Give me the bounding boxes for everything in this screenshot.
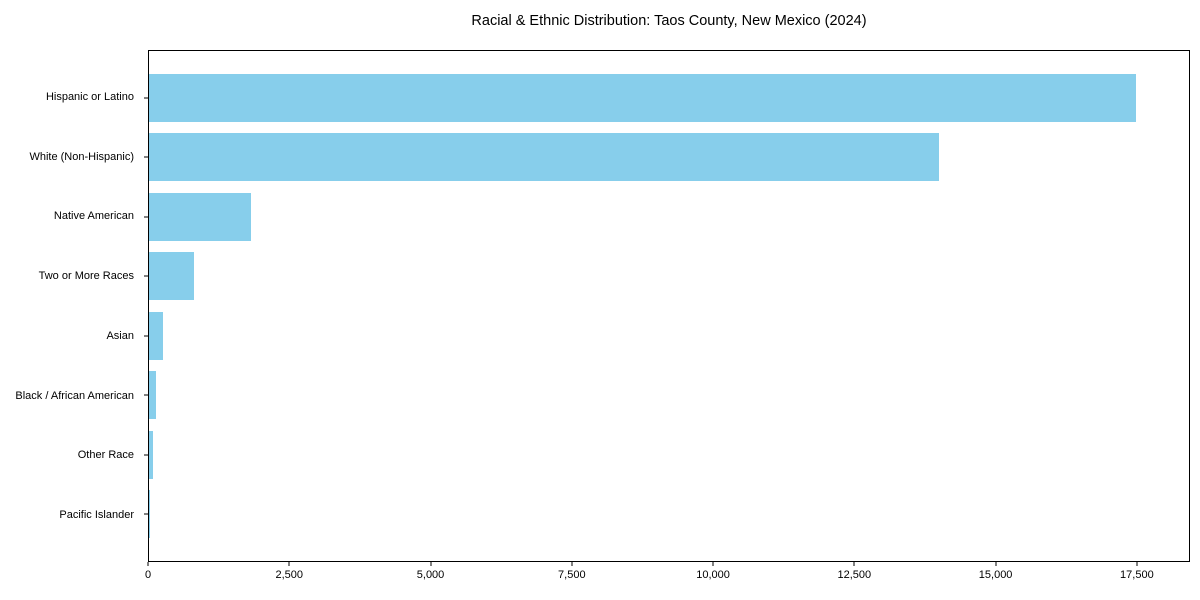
y-tick-mark <box>144 156 148 158</box>
x-tick-mark <box>712 562 714 566</box>
category-label-other-race: Other Race <box>77 449 134 462</box>
y-axis-labels: Hispanic or Latino White (Non-Hispanic) Na… <box>0 50 140 562</box>
x-tick-label: 15,000 <box>978 569 1013 581</box>
x-tick-label: 7,500 <box>558 569 586 581</box>
bar-hispanic-or-latino <box>149 73 1136 122</box>
chart-title: Racial & Ethnic Distribution: Taos Count… <box>471 13 867 29</box>
category-label-native-american: Native American <box>53 210 134 223</box>
category-label-asian: Asian <box>106 329 134 342</box>
x-tick-mark <box>995 562 997 566</box>
bar-black-african-american <box>149 371 156 420</box>
y-tick-mark <box>144 394 148 396</box>
category-label-white-non-hispanic: White (Non-Hispanic) <box>29 150 134 163</box>
plot-area <box>144 50 1190 562</box>
x-axis: 0 2,500 5,000 7,500 10,000 12,500 15,000 17,500 <box>144 562 1190 592</box>
x-tick-label: 10,000 <box>696 569 730 581</box>
bar-asian <box>149 311 164 360</box>
bar-native-american <box>149 192 251 241</box>
x-tick-label: 12,500 <box>837 569 872 581</box>
x-tick-mark <box>288 562 290 566</box>
x-tick-mark <box>853 562 855 566</box>
y-tick-mark <box>144 335 148 337</box>
bar-other-race <box>149 430 154 479</box>
bar-pacific-islander <box>149 490 151 539</box>
x-tick-label: 5,000 <box>416 569 445 581</box>
category-label-two-or-more-races: Two or More Races <box>38 270 134 283</box>
bar-two-or-more-races <box>149 252 195 301</box>
x-tick-mark <box>147 562 149 566</box>
y-tick-mark <box>144 275 148 277</box>
bar-white-non-hispanic <box>149 133 939 182</box>
y-tick-mark <box>144 97 148 99</box>
x-tick-mark <box>571 562 573 566</box>
x-tick-label: 17,500 <box>1120 569 1154 581</box>
x-tick-label: 2,500 <box>275 569 304 581</box>
category-label-black-african-american: Black / African American <box>15 389 134 402</box>
x-tick-mark <box>430 562 432 566</box>
y-tick-mark <box>144 216 148 218</box>
category-label-pacific-islander: Pacific Islander <box>59 508 134 521</box>
x-tick-mark <box>1136 562 1138 566</box>
x-tick-label: 0 <box>144 569 152 581</box>
y-tick-mark <box>144 454 148 456</box>
category-label-hispanic-or-latino: Hispanic or Latino <box>45 91 134 104</box>
y-tick-mark <box>144 513 148 515</box>
